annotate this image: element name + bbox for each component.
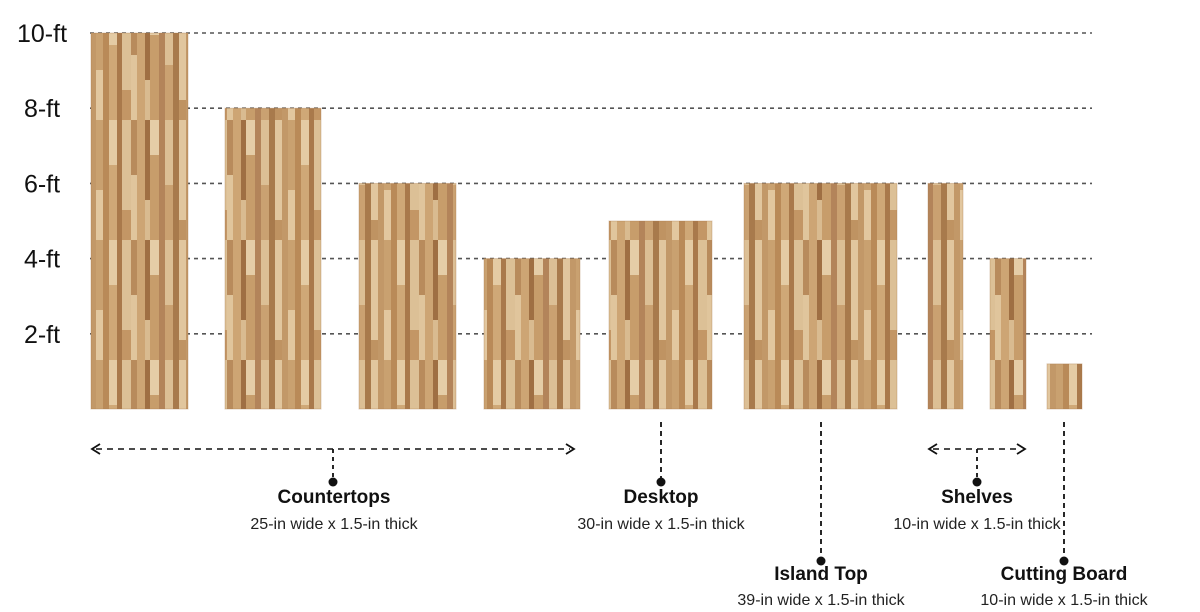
bar-board	[483, 258, 581, 410]
bar-board	[224, 107, 322, 410]
y-tick-label: 2-ft	[24, 321, 60, 349]
y-tick-label: 8-ft	[24, 95, 60, 123]
group-name-label: Island Top	[774, 564, 868, 585]
bar-board	[927, 182, 964, 410]
group-dimension-label: 10-in wide x 1.5-in thick	[893, 516, 1061, 533]
group-dimension-label: 10-in wide x 1.5-in thick	[980, 592, 1148, 609]
y-tick-label: 10-ft	[17, 20, 67, 48]
bars	[90, 32, 1083, 410]
bar-board	[608, 220, 713, 410]
bar-board	[358, 182, 457, 410]
group-connector	[656, 422, 666, 487]
group-labels: Countertops 25-in wide x 1.5-in thick Desk…	[250, 487, 1148, 609]
group-connector	[816, 422, 826, 566]
group-name-label: Shelves	[941, 487, 1013, 508]
gridlines	[90, 32, 1092, 335]
group-name-label: Cutting Board	[1001, 564, 1128, 585]
y-tick-label: 6-ft	[24, 170, 60, 198]
bar-board	[743, 182, 898, 410]
group-connector	[1059, 422, 1069, 566]
group-name-label: Countertops	[278, 487, 391, 508]
y-tick-label: 4-ft	[24, 246, 60, 274]
group-name-label: Desktop	[624, 487, 699, 508]
bar-board	[989, 258, 1027, 410]
y-axis-tick-labels: 10-ft 8-ft 6-ft 4-ft 2-ft	[17, 20, 67, 349]
group-connector	[927, 443, 1027, 487]
group-connector	[90, 443, 576, 487]
group-dimension-label: 25-in wide x 1.5-in thick	[250, 516, 418, 533]
group-connectors	[90, 422, 1069, 566]
bar-board	[90, 32, 189, 410]
group-dimension-label: 30-in wide x 1.5-in thick	[577, 516, 745, 533]
bar-board	[1046, 363, 1083, 410]
group-dimension-label: 39-in wide x 1.5-in thick	[737, 592, 905, 609]
